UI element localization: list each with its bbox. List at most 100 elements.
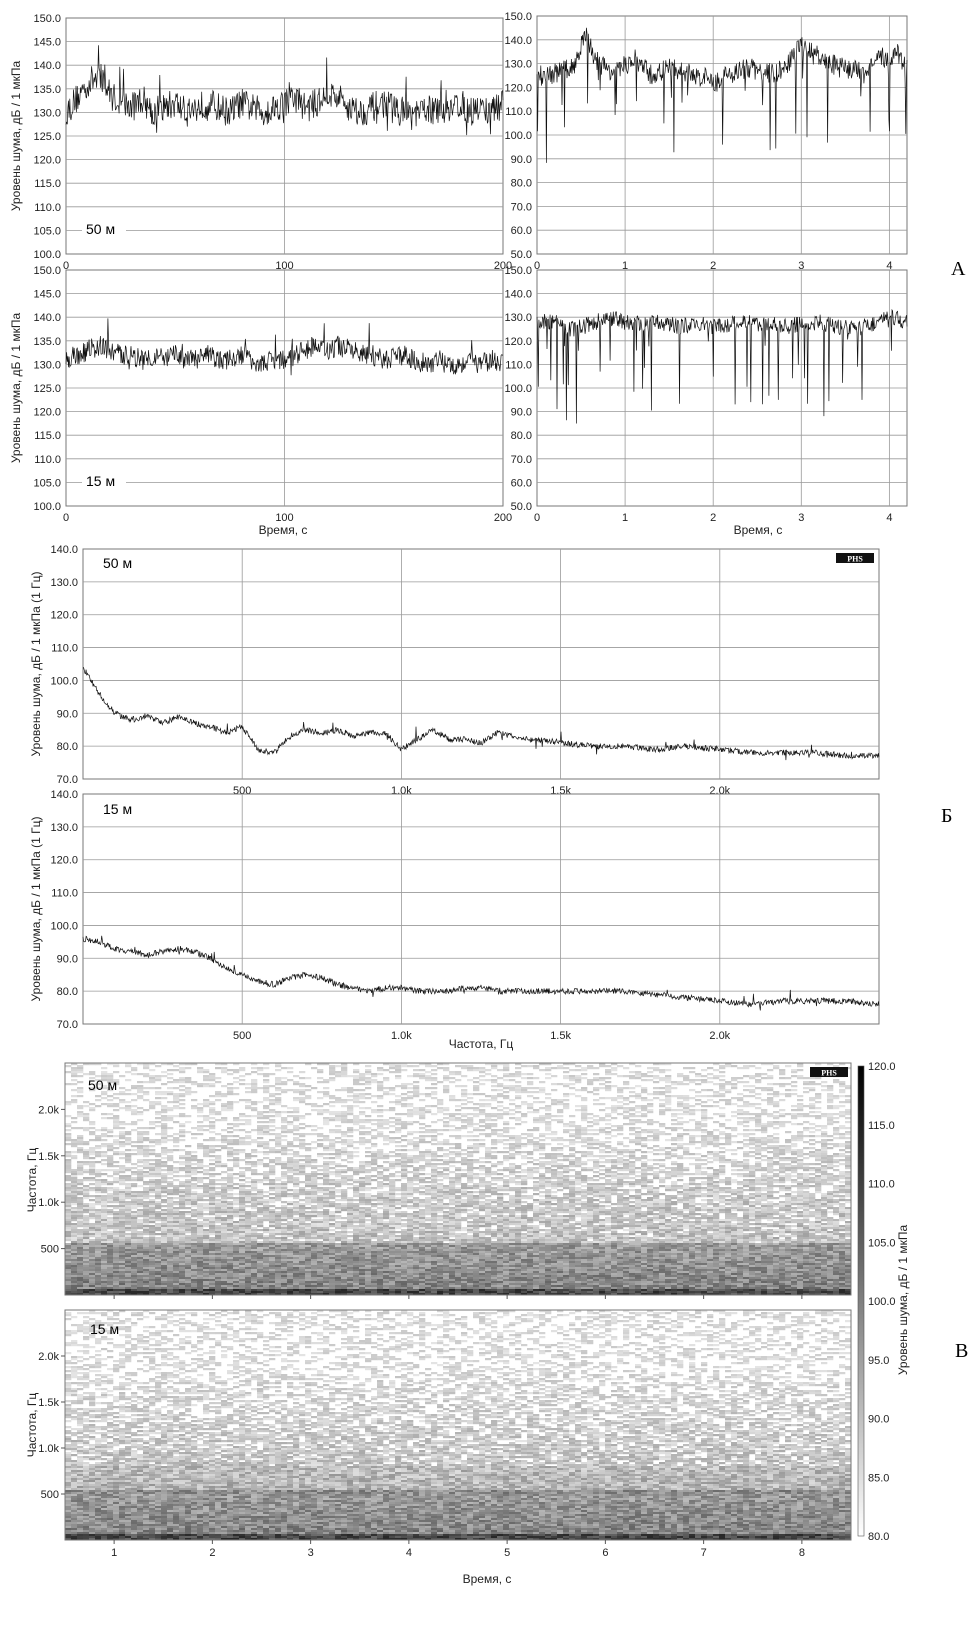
spectrogram-cell (95, 1201, 102, 1204)
spectrogram-cell (455, 1073, 462, 1076)
spectrogram-cell (251, 1079, 258, 1082)
spectrogram-cell (713, 1197, 720, 1200)
spectrogram-cell (743, 1089, 750, 1092)
spectrogram-cell (251, 1141, 258, 1144)
spectrogram-cell (257, 1137, 264, 1140)
spectrogram-cell (839, 1125, 846, 1128)
spectrogram-cell (155, 1087, 162, 1090)
spectrogram-cell (659, 1131, 666, 1134)
spectrogram-cell (479, 1079, 486, 1082)
spectrogram-cell (341, 1199, 348, 1202)
spectrogram-cell (665, 1077, 672, 1080)
spectrogram-cell (347, 1091, 354, 1094)
spectrogram-cell (683, 1189, 690, 1192)
spectrogram-cell (257, 1087, 264, 1090)
spectrogram-cell (371, 1169, 378, 1172)
spectrogram-cell (239, 1179, 246, 1182)
spectrogram-cell (317, 1201, 324, 1204)
spectrogram-cell (605, 1171, 612, 1174)
spectrogram-cell (791, 1179, 798, 1182)
spectrogram-cell (503, 1189, 510, 1192)
spectrogram-cell (845, 1085, 852, 1088)
spectrogram-cell (257, 1191, 264, 1194)
spectrogram-cell (701, 1105, 708, 1108)
spectrogram-cell (197, 1185, 204, 1188)
spectrogram-cell (245, 1099, 252, 1102)
spectrogram-cell (461, 1183, 468, 1186)
spectrogram-cell (575, 1183, 582, 1186)
spectrogram-cell (353, 1147, 360, 1150)
spectrogram-cell (779, 1163, 786, 1166)
spectrogram-cell (395, 1163, 402, 1166)
spectrogram-cell (287, 1121, 294, 1124)
spectrogram-cell (839, 1175, 846, 1178)
spectrogram-cell (341, 1141, 348, 1144)
spectrogram-cell (89, 1127, 96, 1130)
spectrogram-cell (209, 1145, 216, 1148)
spectrogram-cell (317, 1173, 324, 1176)
spectrogram-cell (785, 1199, 792, 1202)
spectrogram-cell (221, 1117, 228, 1120)
spectrogram-cell (329, 1167, 336, 1170)
spectrogram-cell (131, 1109, 138, 1112)
spectrogram-cell (263, 1199, 270, 1202)
spectrogram-cell (419, 1111, 426, 1114)
spectrogram-cell (557, 1181, 564, 1184)
spectrogram-cell (743, 1143, 750, 1146)
spectrogram-cell (653, 1153, 660, 1156)
y-tick-label: 130.0 (504, 312, 532, 324)
spectrogram-cell (143, 1073, 150, 1076)
spectrogram-cell (437, 1187, 444, 1190)
spectrogram-cell (461, 1107, 468, 1110)
spectrogram-cell (233, 1063, 240, 1066)
spectrogram-cell (677, 1113, 684, 1116)
spectrogram-cell (449, 1077, 456, 1080)
spectrogram-cell (503, 1111, 510, 1114)
spectrogram-cell (407, 1195, 414, 1198)
spectrogram-cell (695, 1099, 702, 1102)
spectrogram-cell (551, 1165, 558, 1168)
spectrogram-cell (401, 1195, 408, 1198)
spectrogram-cell (317, 1145, 324, 1148)
spectrogram-cell (623, 1177, 630, 1180)
spectrogram-cell (683, 1095, 690, 1098)
spectrogram-cell (527, 1081, 534, 1084)
spectrogram-cell (845, 1187, 852, 1190)
spectrogram-cell (101, 1077, 108, 1080)
spectrogram-cell (155, 1079, 162, 1082)
spectrogram-cell (365, 1175, 372, 1178)
spectrogram-cell (197, 1147, 204, 1150)
x-tick-label: 1.5k (550, 1030, 571, 1042)
spectrogram-cell (377, 1157, 384, 1160)
spectrogram-cell (509, 1143, 516, 1146)
spectrogram-cell (215, 1067, 222, 1070)
spectrogram-cell (293, 1155, 300, 1158)
spectrogram-cell (179, 1163, 186, 1166)
spectrogram-cell (209, 1193, 216, 1196)
spectrogram-cell (65, 1125, 72, 1128)
spectrogram-cell (803, 1121, 810, 1124)
spectrogram-cell (305, 1181, 312, 1184)
spectrogram-cell (455, 1137, 462, 1140)
spectrogram-cell (89, 1157, 96, 1160)
spectrogram-cell (197, 1103, 204, 1106)
spectrogram-cell (389, 1151, 396, 1154)
spectrogram-cell (551, 1089, 558, 1092)
spectrogram-cell (821, 1177, 828, 1180)
spectrogram-cell (155, 1097, 162, 1100)
x-tick-label: 200 (494, 260, 512, 272)
spectrogram-cell (599, 1157, 606, 1160)
spectrogram-cell (809, 1197, 816, 1200)
spectrogram-cell (647, 1179, 654, 1182)
spectrogram-cell (383, 1119, 390, 1122)
spectrogram-cell (149, 1127, 156, 1130)
spectrogram-cell (431, 1171, 438, 1174)
spectrogram-cell (719, 1079, 726, 1082)
spectrogram-cell (383, 1109, 390, 1112)
spectrogram-cell (119, 1075, 126, 1078)
spectrogram-cell (593, 1079, 600, 1082)
spectrogram-cell (161, 1195, 168, 1198)
spectrogram-cell (455, 1197, 462, 1200)
spectrogram-cell (743, 1167, 750, 1170)
spectrogram-cell (209, 1187, 216, 1190)
